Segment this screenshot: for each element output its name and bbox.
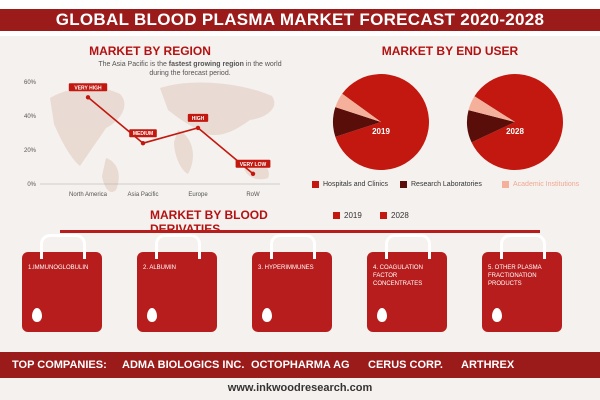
pie-slice-hospitals-and-clinics: [335, 74, 429, 171]
company-octopharma: OCTOPHARMA AG: [251, 359, 350, 371]
website-link[interactable]: www.inkwoodresearch.com: [227, 382, 373, 394]
derivatives-swatch-2028: [380, 212, 387, 219]
point-label-badge: [129, 129, 157, 138]
region-data-point: [195, 125, 201, 131]
blood-drop-icon: [147, 308, 157, 322]
region-note: The Asia Pacific is the fastest growing …: [90, 60, 290, 78]
pie-year-label: 2028: [506, 127, 524, 136]
bag-label: 4. COAGULATION FACTOR CONCENTRATES: [373, 265, 423, 287]
pie-chart-2019: 2019: [333, 74, 429, 171]
point-label-text: HIGH: [192, 116, 205, 122]
point-label-text: VERY LOW: [240, 162, 267, 168]
legend-label-hospitals: Hospitals and Clinics: [323, 181, 388, 188]
pie-slice-academic-institutions: [335, 93, 381, 122]
legend-swatch-research: [400, 181, 407, 188]
header-banner: GLOBAL BLOOD PLASMA MARKET FORECAST 2020…: [0, 0, 600, 36]
blood-drop-icon: [32, 308, 42, 322]
x-tick-label: RoW: [246, 192, 260, 198]
company-arthrex: ARTHREX: [461, 359, 515, 371]
region-note-bold: fastest growing region: [168, 61, 244, 68]
top-companies-bar: TOP COMPANIES: ADMA BIOLOGICS INC. OCTOP…: [0, 352, 600, 378]
legend-item-hospitals: Hospitals and Clinics: [312, 181, 388, 188]
point-label-text: MEDIUM: [133, 131, 153, 137]
region-series-line: [87, 96, 254, 175]
legend-swatch-hospitals: [312, 181, 319, 188]
x-tick-label: Europe: [188, 192, 208, 198]
company-adma: ADMA BIOLOGICS INC.: [122, 359, 245, 371]
top-companies-label: TOP COMPANIES:: [12, 359, 107, 371]
derivatives-legend-2028: 2028: [380, 211, 409, 220]
y-tick-label: 40%: [24, 114, 37, 120]
bag-label: 2. ALBUMIN: [143, 265, 177, 271]
pie-slice-hospitals-and-clinics: [471, 74, 563, 170]
point-label-badge: [187, 113, 209, 122]
derivatives-swatch-2019: [333, 212, 340, 219]
region-data-point: [250, 171, 256, 176]
page-title: GLOBAL BLOOD PLASMA MARKET FORECAST 2020…: [55, 10, 545, 29]
blood-drop-icon: [377, 308, 387, 322]
pie-slice-research-laboratories: [467, 110, 515, 143]
x-tick-label: North America: [69, 192, 108, 198]
region-data-point: [140, 141, 146, 146]
legend-swatch-academic: [502, 181, 509, 188]
bag-label: 5. OTHER PLASMA FRACTIONATION PRODUCTS: [488, 265, 542, 287]
region-note-prefix: The Asia Pacific is the: [98, 61, 169, 68]
bag-handle: [385, 234, 431, 259]
bag-label: 3. HYPERIMMUNES: [258, 265, 314, 271]
region-data-point: [85, 95, 91, 100]
blood-bag-albumin: 2. ALBUMIN: [137, 234, 217, 332]
blood-bag-immunoglobulin: 1.IMMUNOGLOBULIN: [22, 234, 102, 332]
world-map-silhouette: [50, 82, 275, 193]
bag-handle: [500, 234, 546, 259]
legend-label-research: Research Laboratories: [411, 181, 482, 188]
blood-drop-icon: [262, 308, 272, 322]
bag-handle: [155, 234, 201, 259]
point-label-badge: [235, 159, 271, 168]
derivatives-legend-2019: 2019: [333, 211, 362, 220]
y-tick-label: 0%: [27, 182, 36, 188]
end-user-section-title: MARKET BY END USER: [381, 44, 519, 58]
pie-slice-academic-institutions: [468, 96, 515, 122]
connecting-tube: [60, 230, 540, 233]
pie-slice-research-laboratories: [333, 107, 381, 137]
y-tick-label: 20%: [24, 148, 37, 154]
title-bar: [0, 9, 600, 31]
point-label-badge: [68, 83, 108, 92]
pie-chart-2028: 2028: [467, 74, 563, 170]
derivatives-legend-2019-label: 2019: [344, 211, 362, 220]
bag-handle: [270, 234, 316, 259]
derivatives-legend-2028-label: 2028: [391, 211, 409, 220]
blood-drop-icon: [492, 308, 502, 322]
region-section-title: MARKET BY REGION: [89, 44, 211, 58]
legend-item-academic: Academic Institutions: [502, 181, 579, 188]
region-line-chart: 0% 20% 40% 60% North America Asia Pacific Euro…: [24, 80, 280, 198]
bag-label: 1.IMMUNOGLOBULIN: [28, 265, 89, 271]
blood-bag-hyperimmunes: 3. HYPERIMMUNES: [252, 234, 332, 332]
y-tick-label: 60%: [24, 80, 37, 86]
bag-handle: [40, 234, 86, 259]
company-cerus: CERUS CORP.: [368, 359, 443, 371]
blood-bag-other: 5. OTHER PLASMA FRACTIONATION PRODUCTS: [482, 234, 562, 332]
legend-label-academic: Academic Institutions: [513, 181, 580, 188]
x-tick-label: Asia Pacific: [127, 192, 158, 198]
region-note-suffix: in the world during the forecast period.: [149, 61, 282, 77]
legend-item-research: Research Laboratories: [400, 181, 482, 188]
point-label-text: VERY HIGH: [74, 85, 102, 91]
blood-bag-coagulation: 4. COAGULATION FACTOR CONCENTRATES: [367, 234, 447, 332]
pie-year-label: 2019: [372, 127, 390, 136]
